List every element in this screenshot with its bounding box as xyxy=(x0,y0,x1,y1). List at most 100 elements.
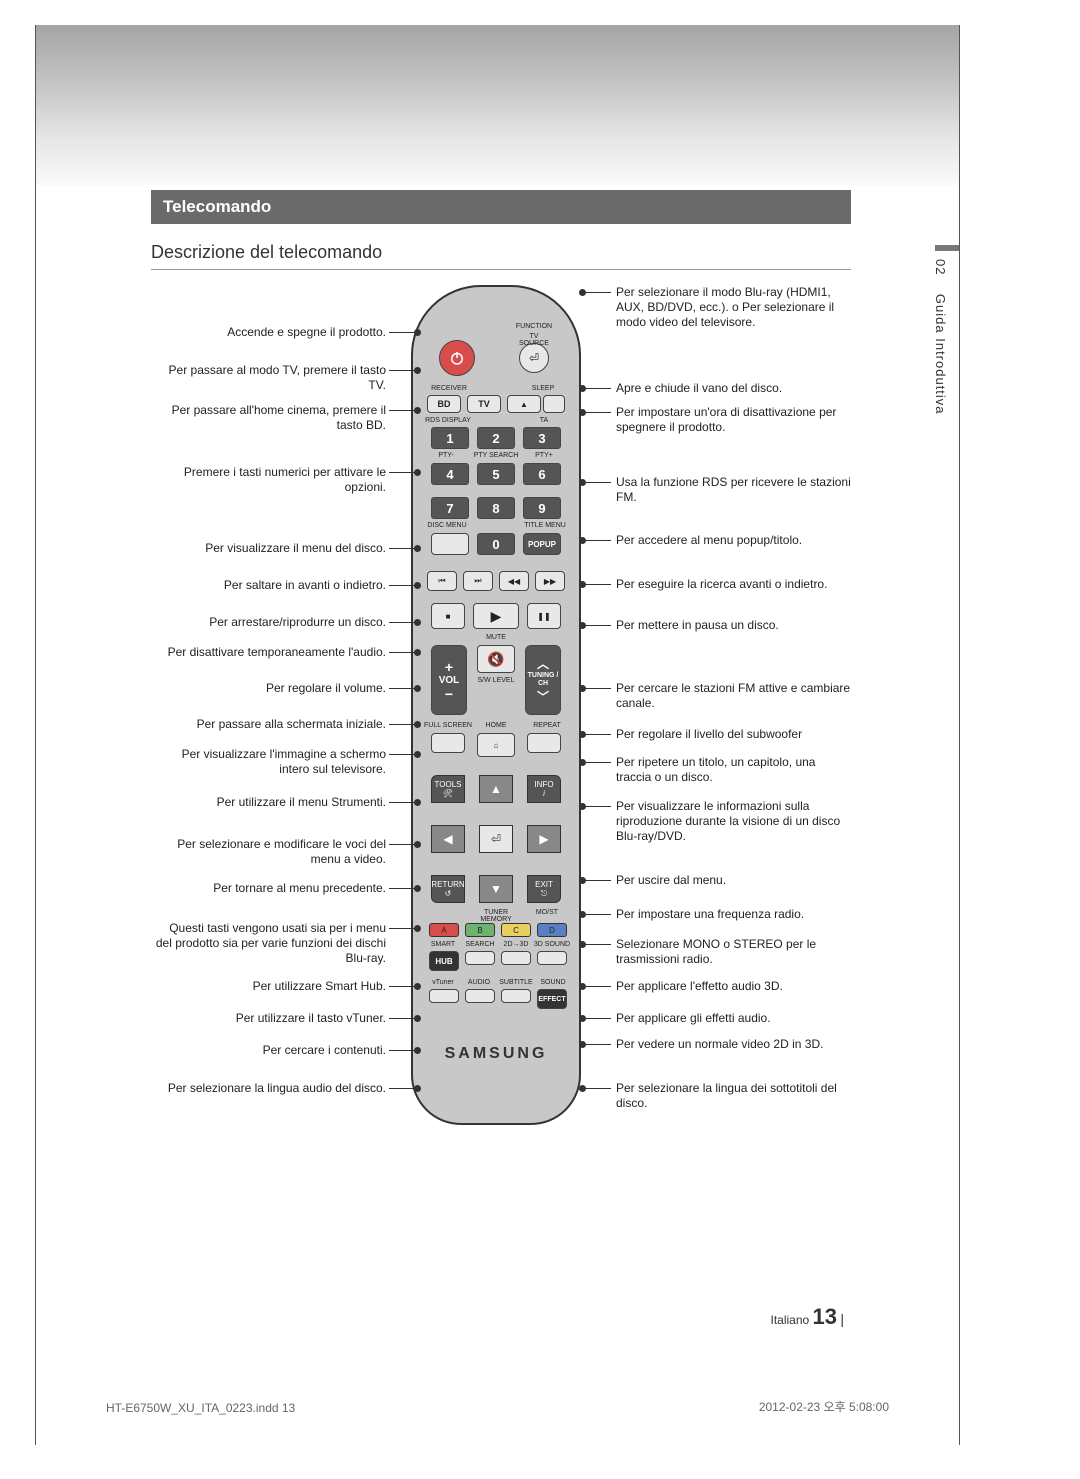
right-note: Per applicare gli effetti audio. xyxy=(616,1011,851,1026)
dpad-enter[interactable]: ⏎ xyxy=(479,825,513,853)
mute-button[interactable]: 🔇 xyxy=(477,645,515,673)
leader-line xyxy=(389,1018,417,1019)
rewind-button[interactable]: ◀◀ xyxy=(499,571,529,591)
fullscreen-button[interactable] xyxy=(431,733,465,753)
audio-button[interactable] xyxy=(465,989,495,1003)
num-3[interactable]: 3 xyxy=(523,427,561,449)
return-button[interactable]: RETURN ↺ xyxy=(431,875,465,903)
leader-line xyxy=(583,540,611,541)
right-note: Per vedere un normale video 2D in 3D. xyxy=(616,1037,851,1052)
left-note: Per utilizzare il tasto vTuner. xyxy=(151,1011,386,1026)
search-button[interactable] xyxy=(465,951,495,965)
repeat-button[interactable] xyxy=(527,733,561,753)
tv-button[interactable]: TV xyxy=(467,395,501,413)
power-icon xyxy=(448,349,466,367)
to3d-button[interactable] xyxy=(501,951,531,965)
ffwd-button[interactable]: ▶▶ xyxy=(535,571,565,591)
label-smart: SMART xyxy=(427,941,459,948)
right-note: Apre e chiude il vano del disco. xyxy=(616,381,851,396)
tuning-rocker[interactable]: ︿ TUNING / CH ﹀ xyxy=(525,645,561,715)
leader-line xyxy=(583,986,611,987)
eject-button[interactable]: ▲ xyxy=(507,395,541,413)
color-d-button[interactable]: D xyxy=(537,923,567,937)
label-ta: TA xyxy=(529,417,559,424)
info-button[interactable]: INFO i xyxy=(527,775,561,803)
vol-rocker[interactable]: + VOL − xyxy=(431,645,467,715)
left-note: Per saltare in avanti o indietro. xyxy=(151,578,386,593)
effect-button[interactable]: EFFECT xyxy=(537,989,567,1009)
label-function: FUNCTION xyxy=(509,323,559,330)
power-button[interactable] xyxy=(439,340,475,376)
right-note: Per ripetere un titolo, un capitolo, una… xyxy=(616,755,851,785)
num-5[interactable]: 5 xyxy=(477,463,515,485)
dpad-left[interactable]: ◀ xyxy=(431,825,465,853)
leader-line xyxy=(389,888,417,889)
left-note: Per passare al modo TV, premere il tasto… xyxy=(151,363,386,393)
label-home: HOME xyxy=(481,722,511,729)
3dsound-button[interactable] xyxy=(537,951,567,965)
page-footer: Italiano 13 | xyxy=(770,1304,844,1330)
leader-line xyxy=(389,548,417,549)
left-note: Per utilizzare il menu Strumenti. xyxy=(151,795,386,810)
vol-label: VOL xyxy=(439,675,460,686)
leader-line xyxy=(389,802,417,803)
leader-line xyxy=(389,724,417,725)
leader-line xyxy=(583,625,611,626)
title-bar: Telecomando xyxy=(151,190,851,224)
dpad-down[interactable]: ▼ xyxy=(479,875,513,903)
left-note: Per passare alla schermata iniziale. xyxy=(151,717,386,732)
play-button[interactable]: ▶ xyxy=(473,603,519,629)
stop-button[interactable]: ■ xyxy=(431,603,465,629)
num-8[interactable]: 8 xyxy=(477,497,515,519)
bd-button[interactable]: BD xyxy=(427,395,461,413)
num-4[interactable]: 4 xyxy=(431,463,469,485)
leader-line xyxy=(389,688,417,689)
num-7[interactable]: 7 xyxy=(431,497,469,519)
label-to3d: 2D→3D xyxy=(499,941,533,948)
dpad-up[interactable]: ▲ xyxy=(479,775,513,803)
dpad-right[interactable]: ▶ xyxy=(527,825,561,853)
skip-fwd-button[interactable]: ⏭ xyxy=(463,571,493,591)
color-c-button[interactable]: C xyxy=(501,923,531,937)
num-0[interactable]: 0 xyxy=(477,533,515,555)
tools-button[interactable]: TOOLS 🛠 xyxy=(431,775,465,803)
side-tab: 02 Guida Introduttiva xyxy=(933,245,961,415)
tv-source-button[interactable]: ⏎ xyxy=(519,343,549,373)
right-note: Per cercare le stazioni FM attive e camb… xyxy=(616,681,851,711)
popup-button[interactable]: POPUP xyxy=(523,533,561,555)
left-note: Per regolare il volume. xyxy=(151,681,386,696)
leader-line xyxy=(583,688,611,689)
left-note: Per utilizzare Smart Hub. xyxy=(151,979,386,994)
leader-line xyxy=(583,412,611,413)
leader-line xyxy=(583,944,611,945)
label-subtitle: SUBTITLE xyxy=(497,979,535,986)
left-note: Premere i tasti numerici per attivare le… xyxy=(151,465,386,495)
home-button[interactable]: ⌂ xyxy=(477,733,515,757)
side-chapter: 02 Guida Introduttiva xyxy=(933,259,948,415)
exit-button[interactable]: EXIT ⎋ xyxy=(527,875,561,903)
sleep-button[interactable] xyxy=(543,395,565,413)
label-pty-plus: PTY+ xyxy=(529,452,559,459)
vtuner-button[interactable] xyxy=(429,989,459,1003)
color-a-button[interactable]: A xyxy=(429,923,459,937)
leader-line xyxy=(389,652,417,653)
num-9[interactable]: 9 xyxy=(523,497,561,519)
label-tuner-mem: TUNER MEMORY xyxy=(469,909,523,923)
pause-button[interactable]: ❚❚ xyxy=(527,603,561,629)
leader-line xyxy=(389,622,417,623)
header-gradient xyxy=(36,25,959,185)
num-6[interactable]: 6 xyxy=(523,463,561,485)
num-2[interactable]: 2 xyxy=(477,427,515,449)
hub-button[interactable]: HUB xyxy=(429,951,459,971)
num-1[interactable]: 1 xyxy=(431,427,469,449)
info-label: INFO xyxy=(534,780,553,789)
right-note: Per impostare una frequenza radio. xyxy=(616,907,851,922)
color-b-button[interactable]: B xyxy=(465,923,495,937)
skip-back-button[interactable]: ⏮ xyxy=(427,571,457,591)
right-note: Per eseguire la ricerca avanti o indietr… xyxy=(616,577,851,592)
right-note: Per accedere al menu popup/titolo. xyxy=(616,533,851,548)
left-note: Per cercare i contenuti. xyxy=(151,1043,386,1058)
subtitle-button[interactable] xyxy=(501,989,531,1003)
leader-line xyxy=(389,585,417,586)
disc-menu-button[interactable] xyxy=(431,533,469,555)
